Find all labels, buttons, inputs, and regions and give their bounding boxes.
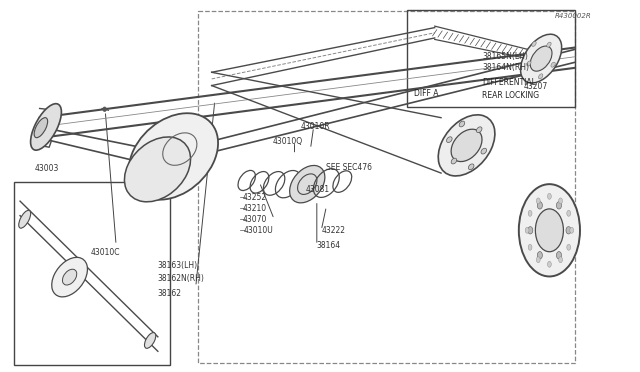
Ellipse shape xyxy=(124,137,191,202)
Text: R430002R: R430002R xyxy=(554,13,591,19)
Ellipse shape xyxy=(438,115,495,176)
Ellipse shape xyxy=(559,198,563,204)
Ellipse shape xyxy=(63,269,77,285)
Text: 43010Q: 43010Q xyxy=(272,137,302,146)
Text: 43222: 43222 xyxy=(321,226,345,235)
Ellipse shape xyxy=(290,166,325,203)
Text: 43010U: 43010U xyxy=(244,226,273,235)
Text: 38164: 38164 xyxy=(317,241,341,250)
Ellipse shape xyxy=(556,251,561,259)
Text: 38162: 38162 xyxy=(157,289,182,298)
Ellipse shape xyxy=(468,164,474,170)
Ellipse shape xyxy=(481,148,486,154)
Ellipse shape xyxy=(567,211,571,216)
Ellipse shape xyxy=(538,251,542,259)
Ellipse shape xyxy=(528,244,532,250)
Ellipse shape xyxy=(129,113,218,200)
Text: 38165N(LH): 38165N(LH) xyxy=(483,52,529,61)
Ellipse shape xyxy=(451,129,482,161)
Ellipse shape xyxy=(567,244,571,250)
Ellipse shape xyxy=(102,107,106,112)
Ellipse shape xyxy=(532,41,536,46)
Ellipse shape xyxy=(451,158,457,164)
Text: REAR LOCKING: REAR LOCKING xyxy=(483,91,540,100)
Ellipse shape xyxy=(528,227,533,234)
Ellipse shape xyxy=(476,127,482,132)
Ellipse shape xyxy=(527,61,531,66)
Text: 43210: 43210 xyxy=(243,203,266,213)
Ellipse shape xyxy=(536,257,540,263)
Text: SEE SEC476: SEE SEC476 xyxy=(326,163,372,172)
Ellipse shape xyxy=(459,121,465,127)
Text: 43081: 43081 xyxy=(306,185,330,194)
Ellipse shape xyxy=(519,184,580,276)
Ellipse shape xyxy=(538,74,543,79)
Ellipse shape xyxy=(547,42,551,47)
Text: 38163(LH): 38163(LH) xyxy=(157,261,198,270)
Text: 43070: 43070 xyxy=(243,215,267,224)
Ellipse shape xyxy=(551,62,556,67)
Ellipse shape xyxy=(547,261,551,267)
Ellipse shape xyxy=(547,193,551,199)
Text: 38162N(RH): 38162N(RH) xyxy=(157,274,204,283)
Text: DIFFERENTIAL: DIFFERENTIAL xyxy=(483,78,536,87)
Text: 43003: 43003 xyxy=(35,164,59,173)
Ellipse shape xyxy=(31,104,61,150)
Text: 43010R: 43010R xyxy=(301,122,330,131)
Ellipse shape xyxy=(52,257,88,297)
Ellipse shape xyxy=(536,198,540,204)
Ellipse shape xyxy=(559,257,563,263)
Ellipse shape xyxy=(525,227,529,233)
Text: 43010C: 43010C xyxy=(91,248,120,257)
Ellipse shape xyxy=(528,211,532,216)
Ellipse shape xyxy=(570,227,573,233)
Text: DIFF A: DIFF A xyxy=(414,89,439,98)
Text: 43207: 43207 xyxy=(524,82,548,91)
Text: 43252: 43252 xyxy=(243,193,266,202)
Ellipse shape xyxy=(530,46,552,71)
Text: 38164N(RH): 38164N(RH) xyxy=(483,63,529,72)
Ellipse shape xyxy=(145,333,156,348)
Ellipse shape xyxy=(34,118,47,138)
Ellipse shape xyxy=(536,209,563,252)
Ellipse shape xyxy=(538,202,542,209)
Ellipse shape xyxy=(520,34,562,83)
Ellipse shape xyxy=(19,210,31,228)
Ellipse shape xyxy=(447,137,452,142)
Ellipse shape xyxy=(566,227,571,234)
Ellipse shape xyxy=(556,202,561,209)
